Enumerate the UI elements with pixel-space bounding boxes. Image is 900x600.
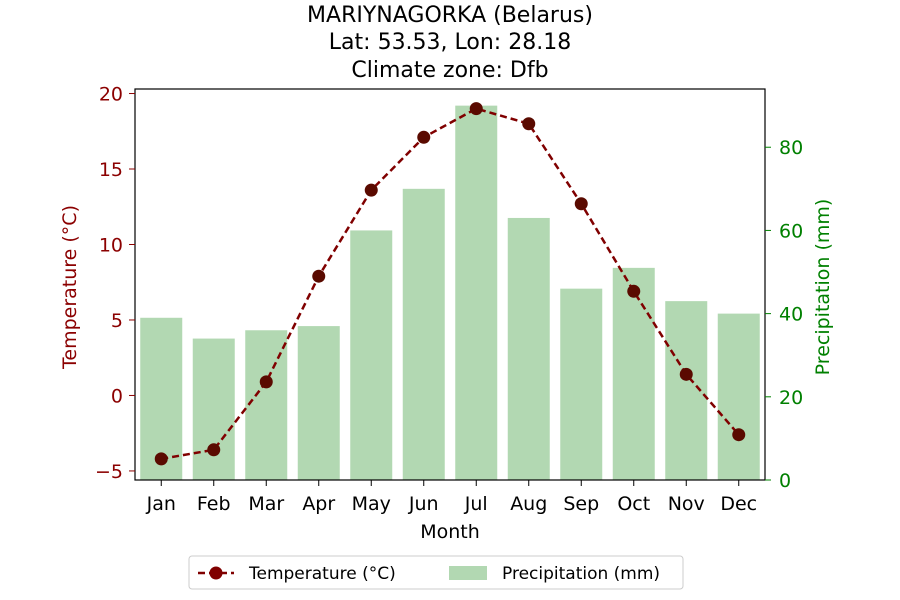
x-tick-label: Feb: [197, 493, 231, 515]
y-left-tick-label: 10: [99, 234, 123, 256]
precipitation-bar-feb: [192, 338, 235, 480]
precipitation-bar-jul: [455, 105, 498, 480]
x-tick-label: Jun: [408, 493, 439, 515]
x-tick-label: Oct: [617, 493, 650, 515]
x-tick-label: Sep: [563, 493, 599, 515]
precipitation-bar-jun: [402, 188, 445, 481]
plot-frame: [134, 88, 766, 481]
temperature-point-sep: [574, 197, 588, 211]
legend-precipitation-swatch: [449, 566, 487, 580]
x-tick-label: May: [352, 493, 391, 515]
chart-title-line-3: Climate zone: Dfb: [351, 58, 548, 83]
y-right-tick-label: 80: [779, 137, 803, 159]
legend-temperature-marker: [209, 566, 223, 580]
precipitation-bar-sep: [560, 288, 603, 480]
x-tick-label: Mar: [248, 493, 284, 515]
temperature-series-line: [161, 107, 740, 461]
temperature-point-jul: [469, 102, 483, 116]
temperature-point-dec: [732, 428, 746, 442]
x-tick-label: Apr: [302, 493, 335, 515]
precipitation-bar-oct: [612, 267, 655, 480]
temperature-point-aug: [522, 117, 536, 131]
precipitation-bar-apr: [297, 326, 340, 480]
precipitation-bar-dec: [717, 313, 760, 480]
temperature-line: [154, 102, 746, 466]
y-right-tick-label: 40: [779, 304, 803, 326]
y-left-tick-label: 15: [99, 159, 123, 181]
x-tick-label: Dec: [720, 493, 757, 515]
x-tick-label: Nov: [668, 493, 705, 515]
y-axis-left-label: Temperature (°C): [59, 205, 81, 370]
y-left-tick-label: 0: [111, 385, 123, 407]
y-left-tick-label: −5: [95, 461, 123, 483]
temperature-point-may: [364, 183, 378, 197]
x-tick-label: Jul: [464, 493, 488, 515]
temperature-point-jun: [417, 130, 431, 144]
precipitation-bars: [140, 105, 760, 481]
temperature-point-mar: [259, 375, 273, 389]
legend-frame: [188, 555, 684, 590]
precipitation-bar-aug: [507, 217, 550, 480]
temperature-point-jan: [154, 452, 168, 466]
y-right-tick-label: 60: [779, 220, 803, 242]
precipitation-bar-may: [350, 230, 393, 480]
temperature-point-oct: [627, 284, 641, 298]
x-tick-label: Aug: [510, 493, 547, 515]
temperature-point-feb: [207, 443, 221, 457]
y-left-tick-label: 20: [99, 84, 123, 106]
y-right-tick-label: 20: [779, 387, 803, 409]
y-axis-right-label: Precipitation (mm): [812, 199, 834, 376]
x-tick-label: Jan: [146, 493, 176, 515]
chart-title-line-2: Lat: 53.53, Lon: 28.18: [329, 30, 571, 55]
axes: Jan Feb Mar Apr May Jun Jul Aug Sep Oct Nov Dec −5 0 5…: [95, 84, 803, 515]
temperature-point-apr: [312, 269, 326, 283]
legend: Temperature (°C) Precipitation (mm): [188, 555, 684, 590]
x-axis-label: Month: [420, 521, 480, 543]
legend-precipitation-label: Precipitation (mm): [502, 564, 660, 584]
temperature-point-nov: [679, 367, 693, 381]
y-right-tick-label: 0: [779, 470, 791, 492]
chart-title-line-1: MARIYNAGORKA (Belarus): [307, 3, 593, 28]
y-left-tick-label: 5: [111, 310, 123, 332]
legend-temperature-label: Temperature (°C): [248, 564, 396, 584]
